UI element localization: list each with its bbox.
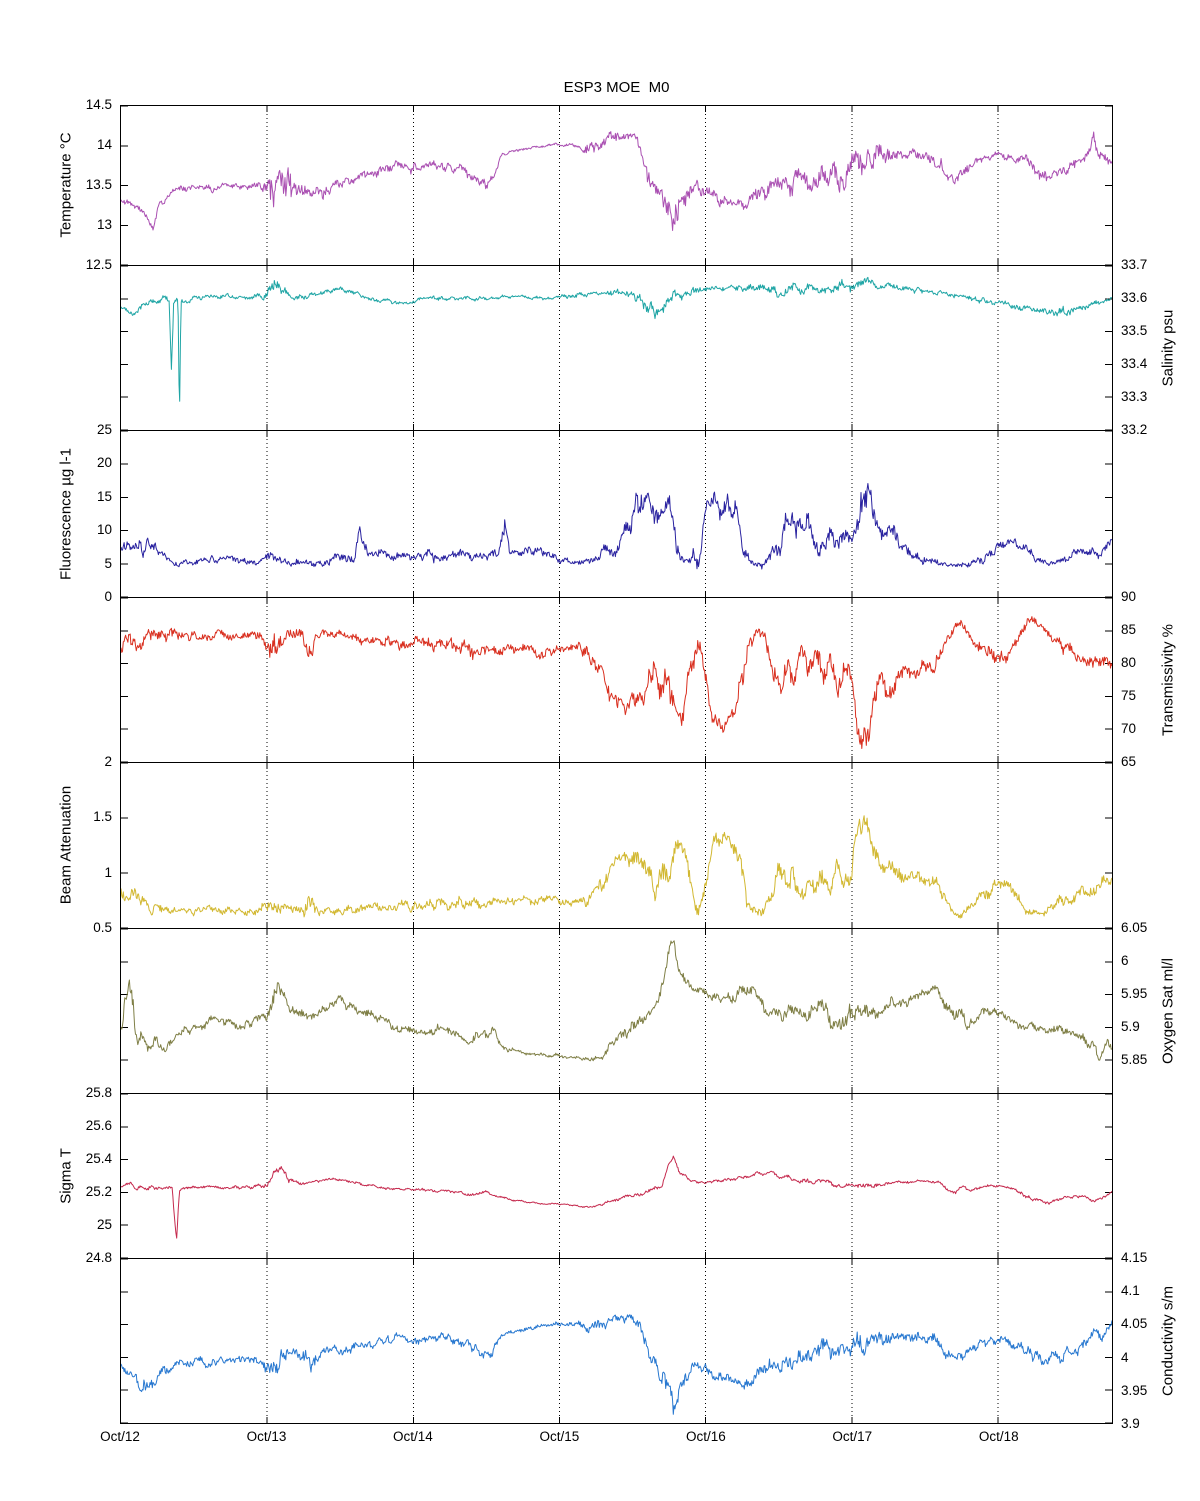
panel-sigma-t — [120, 1093, 1113, 1258]
y-tick-label-sigma-t: 25.4 — [85, 1151, 112, 1166]
panel-beam-attenuation — [120, 762, 1113, 928]
y-tick-label-salinity: 33.5 — [1121, 323, 1148, 338]
x-tick-label: Oct/15 — [539, 1429, 580, 1444]
axis-title-salinity: Salinity psu — [1159, 309, 1177, 386]
y-tick-label-sigma-t: 25.8 — [85, 1085, 112, 1100]
series-line-salinity — [121, 276, 1112, 402]
y-tick-label-sigma-t: 25.6 — [85, 1118, 112, 1133]
series-line-conductivity — [121, 1314, 1112, 1415]
y-tick-label-conductivity: 4.15 — [1121, 1250, 1148, 1265]
y-tick-label-conductivity: 3.95 — [1121, 1382, 1148, 1398]
y-tick-label-sigma-t: 25.2 — [85, 1184, 112, 1199]
axis-title-fluorescence: Fluorescence µg l-1 — [57, 447, 75, 580]
y-tick-label-salinity: 33.7 — [1121, 257, 1148, 272]
axis-title-beam-attenuation: Beam Attenuation — [57, 785, 75, 905]
series-line-beam-attenuation — [121, 815, 1112, 919]
x-tick-label: Oct/12 — [100, 1429, 140, 1444]
y-tick-label-transmissivity: 65 — [1121, 754, 1137, 769]
y-tick-label-oxygen-sat: 5.85 — [1121, 1052, 1148, 1067]
y-tick-label-fluorescence: 25 — [96, 422, 112, 437]
y-tick-label-temperature: 13 — [96, 217, 112, 232]
panel-transmissivity — [120, 597, 1113, 762]
series-line-transmissivity — [121, 616, 1112, 749]
y-tick-label-conductivity: 4.1 — [1121, 1283, 1140, 1299]
panel-conductivity — [120, 1258, 1113, 1424]
y-tick-label-fluorescence: 20 — [96, 455, 112, 471]
series-line-temperature — [121, 131, 1112, 231]
y-tick-label-temperature: 14.5 — [85, 97, 112, 112]
y-tick-label-temperature: 12.5 — [85, 257, 112, 272]
x-tick-label: Oct/17 — [832, 1429, 873, 1444]
axis-title-sigma-t: Sigma T — [57, 1147, 75, 1204]
y-tick-label-oxygen-sat: 6 — [1121, 953, 1129, 968]
x-tick-label: Oct/13 — [246, 1429, 287, 1444]
y-tick-label-fluorescence: 0 — [104, 589, 112, 604]
panel-temperature — [120, 105, 1113, 265]
y-tick-label-beam-attenuation: 1 — [104, 864, 112, 880]
y-tick-label-sigma-t: 25 — [96, 1217, 112, 1232]
y-tick-label-fluorescence: 15 — [96, 488, 112, 504]
x-tick-label: Oct/14 — [393, 1429, 433, 1444]
y-tick-label-fluorescence: 5 — [104, 555, 112, 571]
y-tick-label-oxygen-sat: 5.9 — [1121, 1019, 1140, 1034]
y-tick-label-transmissivity: 85 — [1121, 622, 1137, 637]
y-tick-label-salinity: 33.2 — [1121, 422, 1148, 437]
y-tick-label-beam-attenuation: 2 — [104, 754, 112, 769]
axis-title-conductivity: Conductivity s/m — [1159, 1285, 1177, 1397]
y-tick-label-oxygen-sat: 5.95 — [1121, 986, 1148, 1001]
y-tick-label-temperature: 13.5 — [85, 177, 112, 192]
series-line-fluorescence — [121, 483, 1112, 570]
x-tick-label: Oct/18 — [978, 1429, 1019, 1444]
panel-salinity — [120, 265, 1113, 430]
axis-title-oxygen-sat: Oxygen Sat ml/l — [1159, 957, 1177, 1064]
y-tick-label-salinity: 33.4 — [1121, 356, 1148, 371]
y-tick-label-transmissivity: 75 — [1121, 688, 1137, 703]
y-tick-label-conductivity: 4.05 — [1121, 1316, 1148, 1332]
series-line-oxygen-sat — [121, 940, 1112, 1062]
panel-oxygen-sat — [120, 928, 1113, 1093]
x-tick-label: Oct/16 — [685, 1429, 726, 1444]
axis-title-temperature: Temperature °C — [57, 132, 75, 238]
y-tick-label-transmissivity: 90 — [1121, 589, 1137, 604]
series-line-sigma-t — [121, 1155, 1112, 1239]
y-tick-label-fluorescence: 10 — [96, 522, 112, 538]
y-tick-label-beam-attenuation: 1.5 — [93, 809, 112, 825]
y-tick-label-conductivity: 4 — [1121, 1349, 1129, 1365]
y-tick-label-oxygen-sat: 6.05 — [1121, 920, 1148, 935]
chart-title: ESP3 MOE M0 — [563, 79, 670, 96]
y-tick-label-transmissivity: 80 — [1121, 655, 1137, 670]
axis-title-transmissivity: Transmissivity % — [1159, 623, 1177, 736]
y-tick-label-conductivity: 3.9 — [1121, 1416, 1140, 1431]
y-tick-label-sigma-t: 24.8 — [85, 1250, 112, 1265]
y-tick-label-beam-attenuation: 0.5 — [93, 920, 112, 935]
y-tick-label-transmissivity: 70 — [1121, 721, 1137, 736]
y-tick-label-temperature: 14 — [96, 137, 112, 152]
y-tick-label-salinity: 33.3 — [1121, 389, 1148, 404]
panel-fluorescence — [120, 430, 1113, 597]
y-tick-label-salinity: 33.6 — [1121, 290, 1148, 305]
